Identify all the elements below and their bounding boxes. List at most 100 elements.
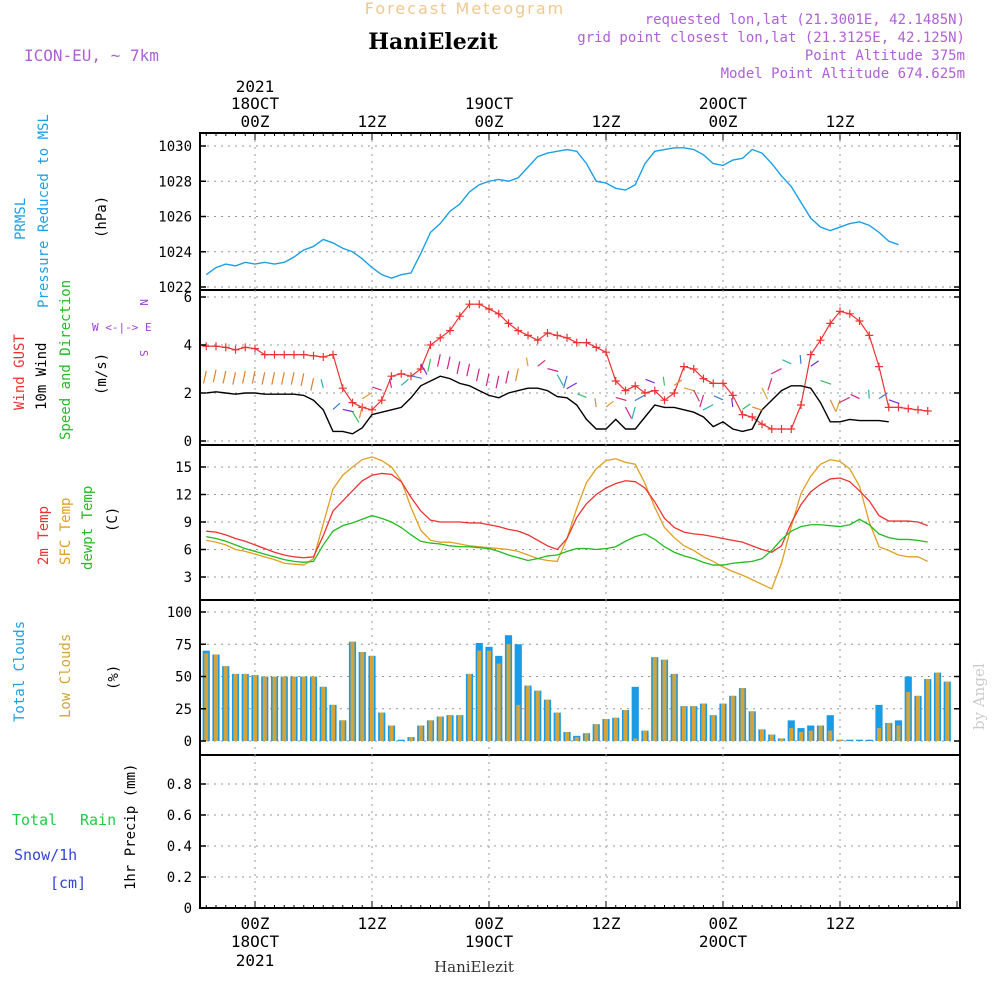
low-cloud-bar: [301, 676, 306, 741]
bottom-hour-label: 00Z: [709, 914, 738, 933]
y-tick-label: 3: [184, 570, 192, 586]
gust-marker: [563, 333, 571, 342]
gust-marker: [319, 353, 328, 361]
wind-direction-arrow: [888, 399, 900, 405]
low-cloud-bar: [672, 673, 677, 741]
wind-direction-arrow: [495, 375, 500, 389]
bottom-hour-label: 12Z: [826, 914, 855, 933]
y-tick-label: 100: [167, 605, 192, 621]
low-cloud-bar: [350, 641, 355, 741]
y-tick-label: 1030: [158, 139, 192, 155]
gust-marker: [787, 425, 796, 433]
low-cloud-bar: [584, 733, 589, 741]
gust-marker: [650, 386, 659, 395]
clouds-label-total: Total Clouds: [12, 621, 28, 722]
gust-marker: [680, 362, 688, 371]
bottom-hour-label: 00Z: [475, 914, 504, 933]
y-tick-label: 0.2: [167, 870, 192, 886]
gust-marker: [338, 384, 347, 393]
low-cloud-bar: [643, 730, 647, 741]
low-cloud-bar: [272, 676, 277, 741]
gust-marker: [797, 401, 805, 409]
low-cloud-bar: [828, 730, 833, 741]
low-cloud-bar: [262, 676, 267, 741]
gust-marker: [348, 398, 357, 407]
total-cloud-bar: [514, 644, 522, 741]
wind-direction-arrow: [702, 404, 714, 411]
low-cloud-bar: [799, 731, 803, 741]
gust-marker: [202, 342, 211, 351]
top-hour-label: 12Z: [358, 112, 387, 131]
low-cloud-bar: [750, 711, 755, 741]
wind-direction-arrow: [645, 378, 655, 384]
top-hour-label: 12Z: [592, 112, 621, 131]
y-tick-label: 75: [175, 637, 192, 653]
wind-direction-arrow: [525, 357, 529, 367]
wind-direction-arrow: [699, 394, 705, 408]
wind-direction-arrow: [251, 370, 256, 384]
wind-direction-arrow: [202, 370, 207, 384]
gust-marker: [631, 381, 640, 390]
wind-direction-arrow: [577, 393, 587, 398]
low-cloud-bar: [223, 666, 228, 741]
y-tick-label: 2: [184, 386, 192, 402]
bottom-date-label: 19OCT: [465, 932, 514, 951]
gust-marker: [455, 312, 464, 321]
wind-direction-arrow: [436, 354, 441, 367]
low-cloud-bar: [838, 739, 842, 741]
low-cloud-bar: [214, 654, 218, 741]
pressure-unit: (hPa): [94, 196, 110, 238]
wind-direction-arrow: [594, 398, 597, 408]
gust-line: [206, 303, 928, 430]
gust-marker: [475, 300, 484, 309]
temp-label-2m: 2m Temp: [36, 506, 52, 565]
wind-direction-arrow: [839, 396, 851, 404]
wind-direction-arrow: [456, 361, 461, 374]
low-cloud-bar: [555, 712, 560, 741]
bottom-date-label: 18OCT: [231, 932, 280, 951]
low-cloud-bar: [409, 737, 413, 741]
gust-marker: [592, 343, 601, 352]
low-cloud-bar: [370, 655, 374, 741]
low-cloud-bar: [896, 725, 901, 741]
wind-direction-arrow: [634, 394, 646, 402]
gust-marker: [309, 351, 318, 360]
total-cloud-bar: [855, 739, 864, 741]
wind-label-gust: Wind GUST: [12, 334, 28, 410]
wind-direction-arrow: [767, 378, 773, 391]
wind-direction-arrow: [358, 405, 363, 419]
bottom-hour-label: 12Z: [592, 914, 621, 933]
low-cloud-bar: [906, 691, 911, 741]
low-cloud-bar: [311, 676, 316, 741]
y-tick-label: 12: [175, 488, 192, 504]
wind-unit: (m/s): [94, 353, 110, 395]
gust-marker: [494, 309, 503, 318]
total-cloud-bar: [846, 739, 854, 741]
location-title: HaniElezit: [368, 29, 498, 55]
y-tick-label: 0: [184, 901, 192, 917]
gust-marker: [826, 319, 835, 328]
low-cloud-bar: [594, 724, 599, 741]
wind-direction-arrow: [782, 359, 792, 365]
compass-south: S: [137, 350, 150, 357]
total-cloud-bar: [397, 739, 405, 741]
wind-direction-arrow: [222, 370, 227, 384]
gust-marker: [699, 374, 708, 383]
low-cloud-bar: [818, 725, 823, 741]
gust-marker: [855, 317, 864, 325]
gust-marker: [719, 379, 727, 388]
low-cloud-bar: [623, 710, 628, 741]
gust-marker: [894, 403, 903, 412]
low-cloud-bar: [789, 728, 794, 741]
low-cloud-bar: [574, 737, 579, 741]
low-cloud-bar: [721, 703, 725, 741]
low-cloud-bar: [613, 717, 618, 741]
low-cloud-bar: [652, 657, 657, 741]
sfc-temp-line: [206, 456, 929, 590]
wind-direction-arrow: [466, 363, 471, 377]
gust-marker: [806, 350, 815, 359]
temp-label-sfc: SFC Temp: [58, 498, 74, 565]
wind-direction-arrow: [372, 386, 382, 391]
y-tick-label: 6: [184, 290, 192, 306]
